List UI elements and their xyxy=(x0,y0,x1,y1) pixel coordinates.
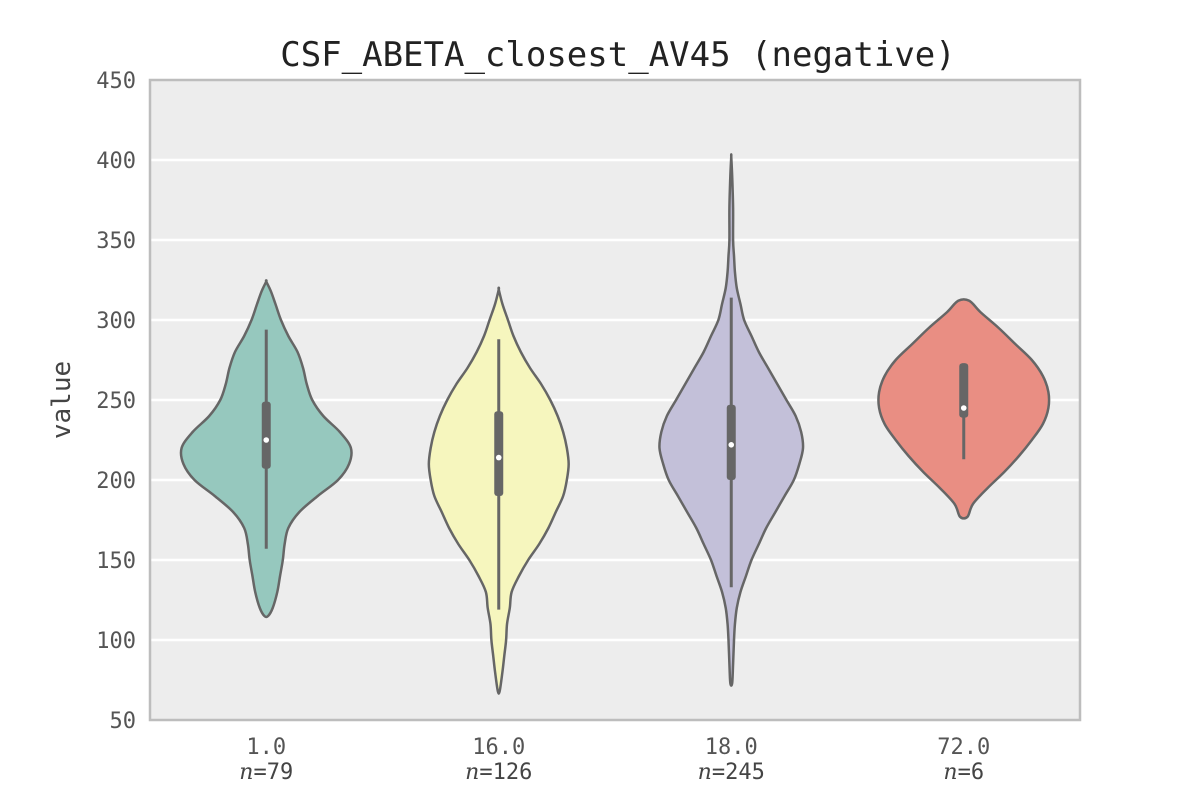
violin-group xyxy=(877,298,1051,520)
plot-frame xyxy=(148,78,1082,722)
n-value: 245 xyxy=(725,760,765,785)
x-tick-label: 72.0 xyxy=(937,735,990,760)
y-tick-label: 100 xyxy=(96,629,136,654)
n-separator: = xyxy=(958,760,971,785)
y-tick-label: 150 xyxy=(96,549,136,574)
x-count-label: n=245 xyxy=(698,760,765,785)
y-tick-label: 450 xyxy=(96,69,136,94)
violins xyxy=(179,153,1051,695)
y-tick-label: 50 xyxy=(110,709,137,734)
x-count-label: n=79 xyxy=(239,760,293,785)
y-tick-label: 350 xyxy=(96,229,136,254)
n-separator: = xyxy=(253,760,266,785)
n-symbol: n xyxy=(698,760,712,785)
n-separator: = xyxy=(712,760,725,785)
violin-group xyxy=(658,153,805,687)
y-tick-label: 250 xyxy=(96,389,136,414)
n-symbol: n xyxy=(465,760,479,785)
violin-median-dot xyxy=(960,405,967,411)
y-tick-label: 200 xyxy=(96,469,136,494)
x-count-label: n=126 xyxy=(465,760,532,785)
violin-median-dot xyxy=(728,442,735,448)
y-tick-label: 300 xyxy=(96,309,136,334)
chart-title: CSF_ABETA_closest_AV45 (negative) xyxy=(280,35,956,75)
violin-iqr-box xyxy=(959,363,969,418)
x-tick-label: 1.0 xyxy=(246,735,286,760)
n-symbol: n xyxy=(239,760,253,785)
y-axis-label: value xyxy=(47,361,77,439)
violin-iqr-box xyxy=(261,401,271,469)
n-value: 6 xyxy=(971,760,984,785)
n-value: 79 xyxy=(267,760,294,785)
n-separator: = xyxy=(479,760,492,785)
x-tick-label: 16.0 xyxy=(472,735,525,760)
x-count-label: n=6 xyxy=(943,760,984,785)
x-tick-label: 18.0 xyxy=(705,735,758,760)
n-symbol: n xyxy=(943,760,957,785)
violin-median-dot xyxy=(263,437,270,443)
violin-group xyxy=(179,279,353,619)
y-tick-labels: 50 100 150 200 250 300 350 400 450 xyxy=(96,69,136,734)
violin-iqr-box xyxy=(494,411,504,496)
y-tick-label: 400 xyxy=(96,149,136,174)
violin-median-dot xyxy=(495,454,502,461)
n-value: 126 xyxy=(493,760,533,785)
violin-group xyxy=(427,286,570,695)
